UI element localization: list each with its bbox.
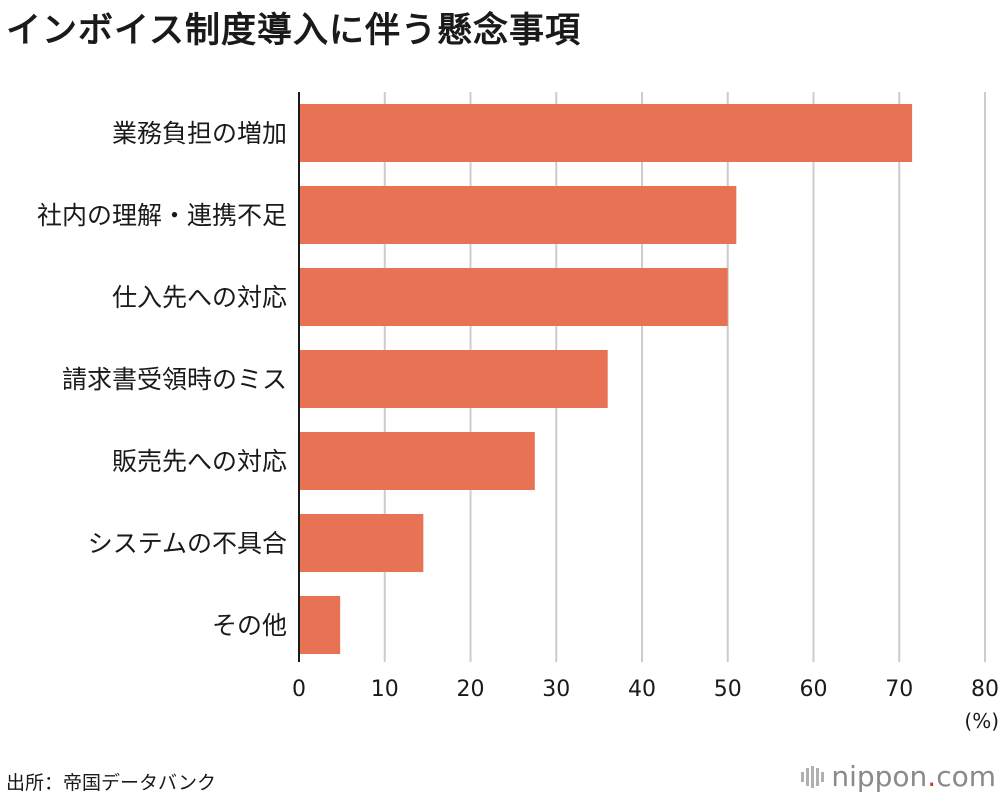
source-note: 出所：帝国データバンク [6,772,216,794]
tick-label-0: 0 [292,677,306,702]
unit-label: (%) [964,709,999,733]
bar-1 [299,186,737,244]
bar-chart: 業務負担の増加社内の理解・連携不足仕入先への対応請求書受領時のミス販売先への対応… [37,92,999,733]
tick-label-70: 70 [885,677,913,702]
tick-label-60: 60 [800,677,828,702]
category-label-1: 社内の理解・連携不足 [37,201,287,230]
tick-label-50: 50 [714,677,742,702]
brand-tld: com [936,760,996,793]
tick-label-30: 30 [542,677,570,702]
bar-2 [299,268,728,326]
category-label-3: 請求書受領時のミス [62,365,287,394]
brand-dot: . [927,760,937,793]
tick-label-20: 20 [457,677,485,702]
tick-label-80: 80 [971,677,999,702]
chart-title: インボイス制度導入に伴う懸念事項 [6,11,581,51]
category-label-4: 販売先への対応 [112,447,287,476]
bar-6 [299,596,341,654]
category-label-5: システムの不具合 [88,529,287,558]
category-label-0: 業務負担の増加 [112,119,287,148]
tick-label-10: 10 [371,677,399,702]
bar-0 [299,104,913,162]
category-label-2: 仕入先への対応 [112,283,287,312]
brand-name: nippon [831,760,928,793]
bar-5 [299,514,424,572]
bar-4 [299,432,535,490]
category-label-6: その他 [212,611,287,640]
tick-label-40: 40 [628,677,656,702]
brand-logo: nippon. com [799,760,996,793]
microphone-bars-icon [801,765,825,788]
bar-3 [299,350,608,408]
